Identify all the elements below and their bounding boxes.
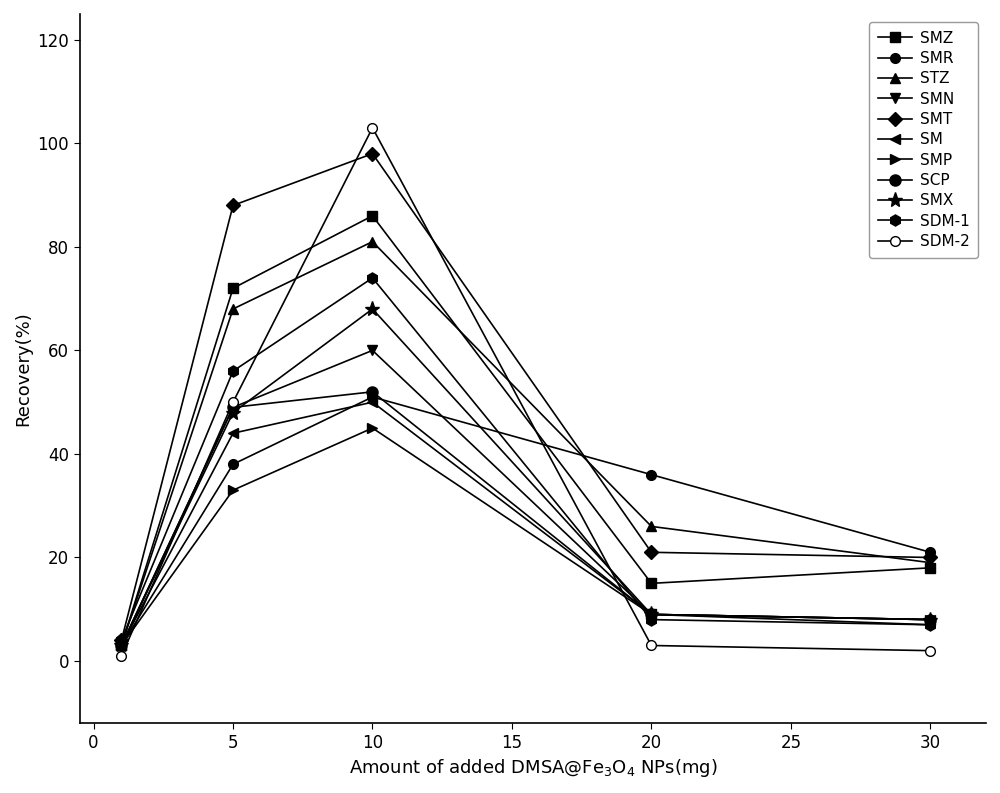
- SMR: [645, 470, 657, 480]
- Line: STZ: STZ: [117, 237, 935, 650]
- Line: SMT: SMT: [117, 149, 935, 646]
- Legend: SMZ, SMR, STZ, SMN, SMT, SM, SMP, SCP, SMX, SDM-1, SDM-2: SMZ, SMR, STZ, SMN, SMT, SM, SMP, SCP, S…: [869, 21, 978, 259]
- SCP: [924, 615, 936, 624]
- SMT: [366, 149, 378, 159]
- SMX: [924, 615, 936, 624]
- SMT: [645, 547, 657, 557]
- SM: [366, 397, 378, 407]
- SMN: [645, 610, 657, 619]
- SMP: [366, 423, 378, 433]
- SMN: [227, 403, 239, 412]
- SMX: [115, 641, 127, 650]
- STZ: [115, 641, 127, 650]
- STZ: [924, 558, 936, 568]
- SDM-1: [115, 635, 127, 645]
- STZ: [645, 522, 657, 531]
- SCP: [366, 387, 378, 396]
- SDM-2: [645, 641, 657, 650]
- SMX: [366, 305, 378, 314]
- SCP: [115, 641, 127, 650]
- SDM-1: [227, 366, 239, 376]
- SMT: [115, 635, 127, 645]
- SDM-2: [924, 646, 936, 656]
- SMZ: [115, 641, 127, 650]
- Line: SMN: SMN: [117, 346, 935, 650]
- SM: [227, 428, 239, 438]
- SDM-1: [645, 615, 657, 624]
- SMT: [924, 553, 936, 562]
- STZ: [366, 237, 378, 247]
- SMP: [227, 485, 239, 495]
- SM: [924, 615, 936, 624]
- Line: SM: SM: [117, 397, 935, 650]
- SM: [645, 610, 657, 619]
- Line: SMX: SMX: [114, 301, 938, 653]
- SMR: [366, 393, 378, 402]
- SMZ: [366, 211, 378, 220]
- Y-axis label: Recovery(%): Recovery(%): [14, 311, 32, 426]
- Line: SMR: SMR: [117, 392, 935, 650]
- SMX: [227, 408, 239, 417]
- SM: [115, 641, 127, 650]
- SDM-1: [366, 273, 378, 282]
- SDM-2: [366, 123, 378, 132]
- SMN: [924, 620, 936, 630]
- SMX: [645, 610, 657, 619]
- SMR: [924, 547, 936, 557]
- SMZ: [645, 579, 657, 588]
- X-axis label: Amount of added DMSA@Fe$_3$O$_4$ NPs(mg): Amount of added DMSA@Fe$_3$O$_4$ NPs(mg): [349, 757, 717, 779]
- SMP: [645, 610, 657, 619]
- SMN: [115, 641, 127, 650]
- Line: SDM-1: SDM-1: [116, 272, 936, 646]
- SMT: [227, 201, 239, 210]
- SMP: [924, 615, 936, 624]
- SCP: [227, 403, 239, 412]
- SCP: [645, 610, 657, 619]
- SMZ: [924, 563, 936, 573]
- SMN: [366, 346, 378, 355]
- SDM-1: [924, 620, 936, 630]
- Line: SMP: SMP: [117, 423, 935, 650]
- SMR: [227, 459, 239, 469]
- STZ: [227, 305, 239, 314]
- Line: SDM-2: SDM-2: [117, 123, 935, 661]
- SMP: [115, 641, 127, 650]
- SDM-2: [115, 651, 127, 661]
- Line: SMZ: SMZ: [117, 211, 935, 650]
- SMR: [115, 641, 127, 650]
- SDM-2: [227, 397, 239, 407]
- SMZ: [227, 284, 239, 293]
- Line: SCP: SCP: [116, 386, 936, 651]
